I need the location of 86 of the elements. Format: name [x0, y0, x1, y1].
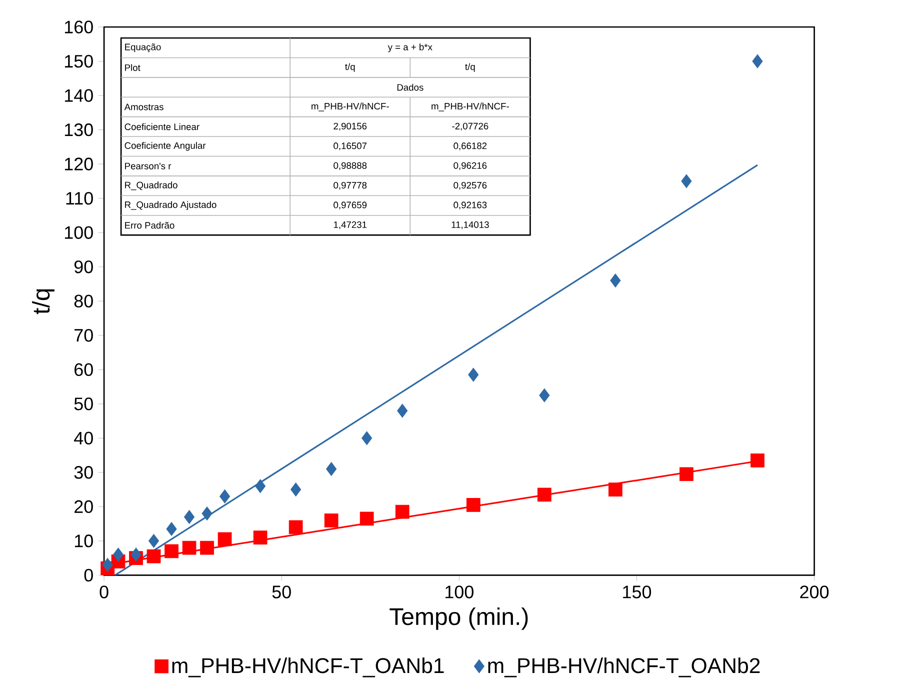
- point: [750, 453, 764, 468]
- point: [326, 462, 337, 476]
- y-tick-label: 130: [64, 123, 93, 136]
- point: [164, 544, 178, 558]
- annotation: R_Quadrado Ajustado: [125, 201, 216, 210]
- annotation: Coeficiente Linear: [124, 123, 200, 130]
- y-tick-label: 30: [74, 466, 93, 479]
- annotation: Dados: [397, 84, 424, 91]
- annotation: Amostras: [124, 104, 164, 110]
- annotation: Pearson's r: [125, 162, 172, 170]
- legend-label: m_PHB-HV/hNCF-T_OANb2: [488, 657, 760, 678]
- annotation: 0,96216: [454, 162, 487, 170]
- annotation: 0,92576: [454, 182, 487, 190]
- annotation: 11,14013: [452, 221, 489, 229]
- y-tick-label: 140: [64, 89, 93, 102]
- point: [253, 530, 268, 544]
- point: [752, 54, 763, 68]
- point: [218, 532, 232, 546]
- point: [184, 510, 195, 524]
- y-tick-label: 120: [64, 158, 93, 170]
- point: [182, 540, 196, 555]
- annotation: m_PHB-HV/hNCF-: [312, 102, 389, 112]
- point: [362, 431, 372, 445]
- point: [130, 548, 142, 562]
- y-tick-label: 80: [74, 294, 93, 308]
- y-tick-label: 70: [74, 328, 93, 342]
- x-tick-label: 100: [446, 585, 474, 598]
- annotation: 0,66182: [454, 142, 487, 150]
- y-tick-label: 20: [74, 500, 93, 513]
- x-tick-label: 200: [800, 585, 829, 598]
- annotation: y = a + b*x: [388, 43, 432, 52]
- y-tick-label: 110: [66, 192, 93, 205]
- point: [681, 174, 692, 188]
- point: [397, 404, 408, 418]
- x-tick-label: 150: [623, 585, 652, 598]
- point: [610, 273, 621, 288]
- point: [255, 479, 266, 493]
- y-tick-label: 60: [74, 363, 93, 376]
- y-tick-label: 40: [74, 432, 93, 444]
- point: [220, 489, 230, 504]
- annotation: 1,47231: [334, 221, 367, 229]
- annotation: 0,97659: [334, 202, 367, 210]
- point: [395, 504, 410, 519]
- point: [112, 548, 124, 562]
- annotation: Plot: [125, 64, 140, 71]
- annotation: R_Quadrado: [125, 181, 178, 190]
- annotation: -2,07726: [452, 122, 488, 130]
- y-axis-title: t/q: [32, 289, 54, 314]
- y-tick-label: 10: [74, 534, 93, 548]
- point: [290, 482, 302, 496]
- annotation: 2,90156: [334, 122, 367, 130]
- x-tick-label: 0: [100, 585, 108, 598]
- point: [102, 558, 113, 572]
- point: [146, 549, 161, 564]
- annotation: 0,97778: [334, 182, 367, 190]
- legend-label: m_PHB-HV/hNCF-T_OANb1: [172, 657, 444, 678]
- point: [608, 482, 622, 496]
- y-tick-label: 100: [64, 226, 93, 239]
- point: [200, 540, 214, 555]
- point: [166, 522, 177, 536]
- annotation: m_PHB-HV/hNCF-: [432, 102, 509, 112]
- y-tick-label: 50: [74, 397, 93, 410]
- point: [680, 467, 694, 481]
- annotation: 0,92163: [454, 202, 487, 210]
- x-tick-label: 50: [272, 585, 291, 598]
- y-tick-label: 150: [64, 54, 93, 68]
- point: [539, 388, 550, 402]
- point: [324, 513, 338, 528]
- point: [288, 520, 303, 534]
- annotation: 0,16507: [334, 142, 367, 150]
- annotation: Coeficiente Angular: [124, 142, 206, 151]
- y-tick-label: 90: [74, 260, 93, 274]
- point: [360, 512, 374, 526]
- point: [148, 534, 160, 548]
- annotation: t/q: [465, 63, 475, 72]
- point: [468, 368, 479, 382]
- annotation: t/q: [345, 63, 355, 72]
- point: [537, 488, 552, 502]
- point: [466, 498, 480, 512]
- y-tick-label: 160: [64, 20, 93, 34]
- annotation: Erro Padrão: [125, 222, 174, 229]
- x-axis-title: Tempo (min.): [390, 607, 528, 630]
- annotation: 0,98888: [334, 162, 367, 170]
- y-tick-label: 0: [84, 568, 93, 582]
- point: [202, 506, 212, 520]
- annotation: Equação: [125, 43, 161, 52]
